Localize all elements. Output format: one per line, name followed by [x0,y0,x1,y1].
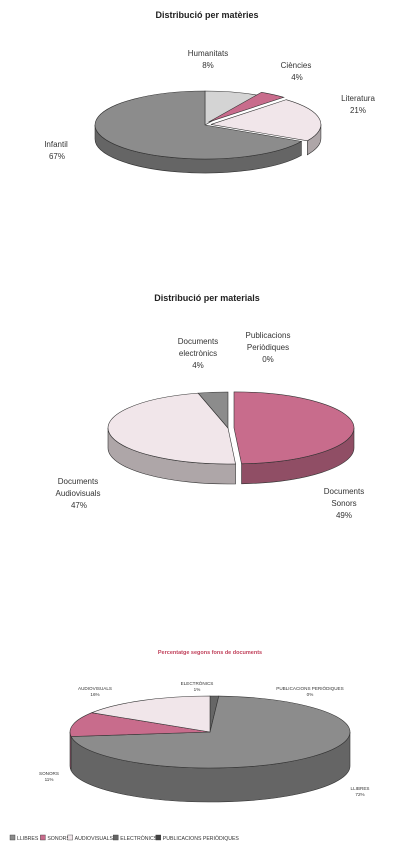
chart2-label-sonors-2: Sonors [331,499,356,508]
chart2-label-electronic-1: Documents [178,337,218,346]
chart1-label-infantil: Infantil [44,140,68,149]
legend-label-sonors: SONORS [47,836,70,842]
chart3-value-audiovisuals: 16% [90,692,99,697]
legend-swatch-sonors [40,834,46,841]
legend-swatch-llibres [9,834,16,841]
legend-label-llibres: LLIBRES [17,836,39,842]
chart3-value-periodiques: 0% [307,692,314,697]
chart2-value-audiovisuals: 47% [71,501,87,510]
chart1-label-ciencies: Ciències [281,61,312,70]
legend-label-publicacions-peri-diques: PUBLICACIONS PERIÒDIQUES [163,835,240,842]
chart2-label-electronic-2: electrònics [179,349,217,358]
chart2-value-periodiques: 0% [262,355,274,364]
chart1-value-ciencies: 4% [291,73,303,82]
chart3-value-sonors: 11% [45,777,54,782]
chart2-value-electronic: 4% [192,361,204,370]
chart2-label-periodiques-1: Publicacions [246,331,291,340]
slice-infantil [94,90,303,160]
chart1-value-humanitats: 8% [202,61,214,70]
chart2-value-sonors: 49% [336,511,352,520]
slice-literatura [210,99,322,142]
slice-side-sonors [69,731,72,771]
legend-label-audiovisuals: AUDIOVISUALS [75,836,114,842]
slice-documents-sonors [233,391,355,465]
chart3-label-llibres: LLIBRES [351,786,370,791]
chart3-label-sonors: SONORS [39,771,59,776]
chart2-label-audiovisuals-1: Documents [58,477,98,486]
chart3-value-llibres: 72% [355,792,364,797]
chart1-title: Distribució per matèries [155,10,258,20]
slice-audiovisuals [90,695,211,733]
legend-swatch-electr-nics [113,834,119,841]
chart2-label-audiovisuals-2: Audiovisuals [56,489,101,498]
chart3-label-audiovisuals: AUDIOVISUALS [78,686,112,691]
chart2-label-periodiques-2: Periòdiques [247,343,289,352]
chart3-title: Percentatge segons fons de documents [158,650,262,656]
chart1-pie [94,90,322,174]
chart1-label-humanitats: Humanitats [188,49,228,58]
chart1-value-literatura: 21% [350,106,366,115]
chart3-value-electronics: 1% [194,687,201,692]
slice-llibres [70,695,351,769]
slice-documents-electr-nics [197,391,229,429]
legend-swatch-audiovisuals [67,834,73,841]
slice-sonors [69,712,211,737]
chart1-label-literatura: Literatura [341,94,375,103]
chart3-label-periodiques: PUBLICACIONS PERIÒDIQUES [276,685,343,691]
slice-ci-ncies [208,91,285,123]
chart3-label-electronics: ELECTRÒNICS [181,680,214,686]
chart2-label-sonors-1: Documents [324,487,364,496]
chart3-legend: LLIBRES SONORS AUDIOVISUALS ELECTRÒNICS PUBL… [9,834,240,842]
legend-swatch-publicacions-peri-diques [155,834,162,841]
chart3-pie [69,695,351,803]
chart1-value-infantil: 67% [49,152,65,161]
chart2-title: Distribució per materials [154,293,260,303]
chart2-pie [107,391,355,485]
slice-documents-audiovisuals [107,392,236,465]
legend-label-electr-nics: ELECTRÒNICS [120,835,157,842]
